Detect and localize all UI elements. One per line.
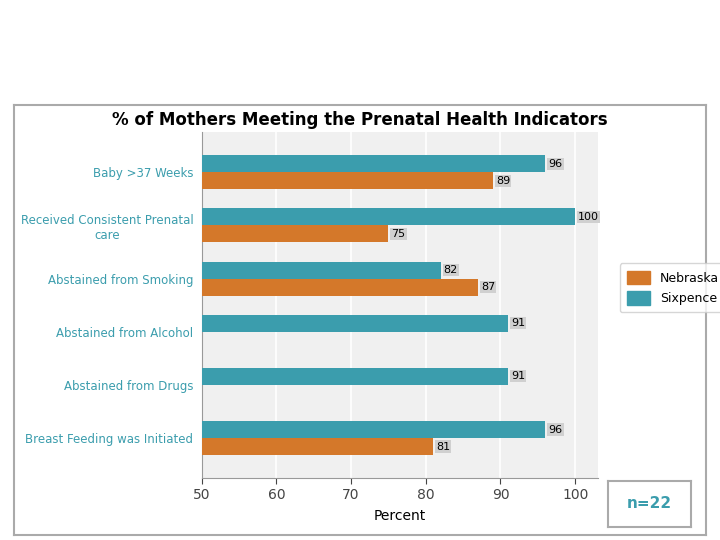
Text: % of Mothers Meeting the Prenatal Health Indicators: % of Mothers Meeting the Prenatal Health… (112, 111, 608, 129)
Text: 89: 89 (496, 176, 510, 186)
Text: 81: 81 (436, 442, 450, 451)
Bar (202, 368, 508, 385)
Text: What were the health outcomes for pregnant mothers?: What were the health outcomes for pregna… (11, 30, 620, 50)
Bar (202, 421, 545, 438)
Bar (202, 315, 508, 332)
Text: 100: 100 (578, 212, 599, 222)
Bar (202, 225, 388, 242)
Bar (202, 438, 433, 455)
Text: 75: 75 (392, 229, 405, 239)
X-axis label: Percent: Percent (374, 509, 426, 523)
Text: 91: 91 (511, 372, 525, 381)
Text: 91: 91 (511, 318, 525, 328)
Text: 82: 82 (444, 265, 458, 275)
Bar (202, 261, 441, 279)
Text: 96: 96 (549, 159, 562, 168)
Text: n=22: n=22 (627, 496, 672, 511)
Bar (202, 155, 545, 172)
Bar (202, 279, 478, 295)
Text: 96: 96 (549, 424, 562, 435)
Bar (202, 208, 575, 225)
Legend: Nebraska, Sixpence: Nebraska, Sixpence (620, 263, 720, 313)
Text: 87: 87 (481, 282, 495, 292)
Bar (202, 172, 493, 189)
